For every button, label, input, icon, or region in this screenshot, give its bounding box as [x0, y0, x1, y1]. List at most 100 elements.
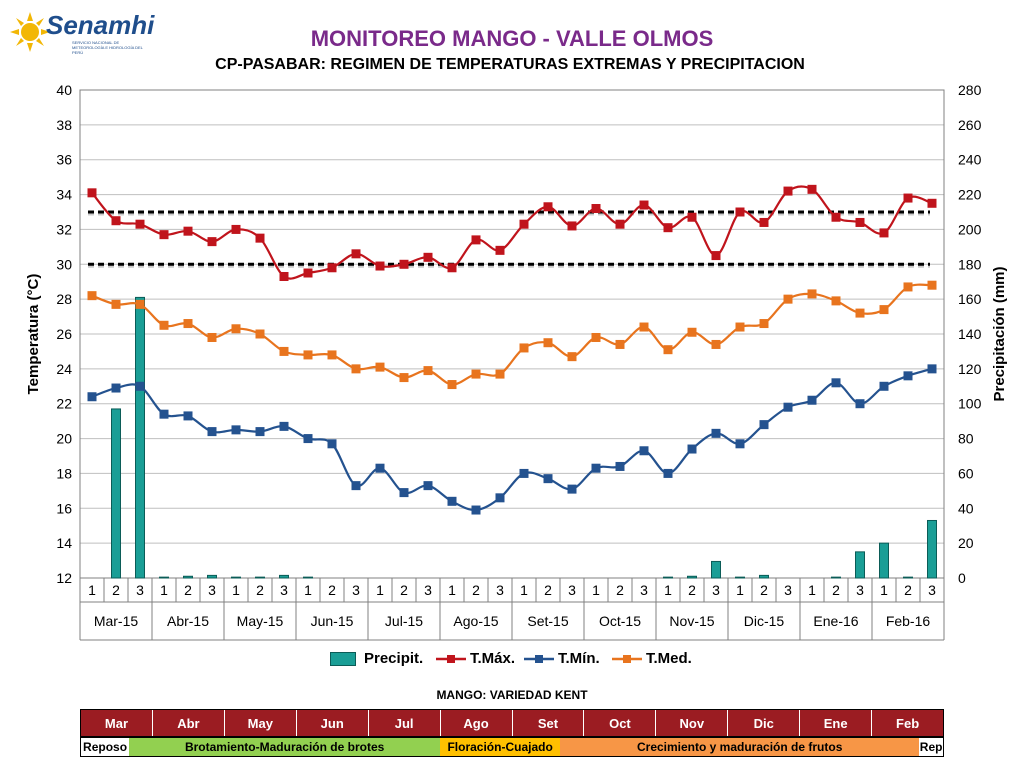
y-tick-label: 32 [56, 221, 72, 237]
data-point-marker [519, 343, 529, 353]
y-tick-label: 40 [56, 82, 72, 98]
data-point-marker [855, 399, 865, 409]
data-point-marker [855, 217, 865, 227]
x-tick-label: 3 [208, 582, 216, 598]
phenology-month-cell: Jun [296, 710, 369, 736]
y2-tick-label: 120 [958, 361, 982, 377]
data-point-marker [735, 207, 745, 217]
x-tick-label: 3 [784, 582, 792, 598]
data-point-marker [423, 366, 433, 376]
y2-tick-label: 280 [958, 82, 982, 98]
data-point-marker [447, 496, 457, 506]
x-month-label: Jul-15 [385, 613, 423, 629]
data-point-marker [135, 219, 145, 229]
y-tick-label: 18 [56, 465, 72, 481]
x-month-label: Nov-15 [669, 613, 714, 629]
data-point-marker [711, 428, 721, 438]
legend-item-tmin: T.Mín. [524, 650, 600, 667]
data-point-marker [87, 392, 97, 402]
x-tick-label: 2 [832, 582, 840, 598]
y2-tick-label: 60 [958, 465, 974, 481]
data-point-marker [855, 308, 865, 318]
data-point-marker [159, 409, 169, 419]
x-tick-label: 2 [256, 582, 264, 598]
precip-bar [135, 296, 145, 579]
phenology-month-cell: Dic [728, 710, 801, 736]
legend-item-precip: Precipit. [330, 650, 423, 667]
data-point-marker [231, 324, 241, 334]
legend-label-tmed: T.Med. [646, 650, 692, 667]
x-tick-label: 3 [424, 582, 432, 598]
data-point-marker [927, 198, 937, 208]
x-tick-label: 3 [568, 582, 576, 598]
x-tick-label: 1 [664, 582, 672, 598]
x-tick-label: 2 [760, 582, 768, 598]
x-tick-label: 3 [280, 582, 288, 598]
x-tick-label: 2 [472, 582, 480, 598]
y-tick-label: 24 [56, 361, 72, 377]
x-tick-label: 2 [904, 582, 912, 598]
data-point-marker [543, 474, 553, 484]
x-tick-label: 2 [688, 582, 696, 598]
precip-bar [831, 576, 841, 579]
precip-bar [927, 519, 937, 579]
y2-tick-label: 220 [958, 187, 982, 203]
data-point-marker [279, 421, 289, 431]
data-point-marker [639, 446, 649, 456]
data-point-marker [903, 371, 913, 381]
phenology-month-cell: Feb [872, 710, 944, 736]
data-point-marker [783, 186, 793, 196]
data-point-marker [759, 420, 769, 430]
y2-tick-label: 140 [958, 326, 982, 342]
y2-tick-label: 260 [958, 117, 982, 133]
data-point-marker [399, 373, 409, 383]
data-point-marker [567, 352, 577, 362]
phenology-month-cell: Nov [656, 710, 729, 736]
data-point-marker [327, 350, 337, 360]
precip-bar [159, 576, 169, 579]
page-title: MONITOREO MANGO - VALLE OLMOS [310, 26, 714, 51]
x-tick-label: 1 [520, 582, 528, 598]
phenology-title: MANGO: VARIEDAD KENT [436, 688, 588, 702]
y-axis-title: Temperatura (°C) [25, 274, 42, 395]
y2-tick-label: 240 [958, 152, 982, 168]
data-point-marker [879, 381, 889, 391]
chart-subtitle: CP-PASABAR: REGIMEN DE TEMPERATURAS EXTR… [215, 56, 805, 73]
data-point-marker [831, 296, 841, 306]
phenology-phase-cell: Crecimiento y maduración de frutos [560, 738, 920, 756]
logo-subtitle: SERVICIO NACIONAL DE METEOROLOGÍA E HIDR… [72, 40, 143, 55]
x-month-label: Oct-15 [599, 613, 641, 629]
data-point-marker [735, 322, 745, 332]
x-month-label: Mar-15 [94, 613, 139, 629]
data-point-marker [183, 226, 193, 236]
precip-bar [279, 574, 289, 579]
data-point-marker [807, 184, 817, 194]
data-point-marker [543, 202, 553, 212]
data-point-marker [159, 230, 169, 240]
data-point-marker [111, 216, 121, 226]
phenology-month-cell: Set [512, 710, 585, 736]
data-point-marker [711, 339, 721, 349]
x-month-label: Feb-16 [886, 613, 931, 629]
x-tick-label: 3 [928, 582, 936, 598]
data-point-marker [567, 484, 577, 494]
x-tick-label: 2 [112, 582, 120, 598]
y2-tick-label: 20 [958, 535, 974, 551]
data-point-marker [207, 427, 217, 437]
data-point-marker [447, 380, 457, 390]
x-tick-label: 3 [352, 582, 360, 598]
precip-bar [735, 576, 745, 579]
x-tick-label: 1 [808, 582, 816, 598]
x-tick-label: 1 [232, 582, 240, 598]
chart-legend: Precipit. T.Máx. T.Mín. T.Med. [0, 650, 1024, 672]
x-tick-label: 1 [880, 582, 888, 598]
data-point-marker [303, 350, 313, 360]
senamhi-logo: Senamhi SERVICIO NACIONAL DE METEOROLOGÍ… [10, 8, 154, 58]
x-month-label: May-15 [237, 613, 284, 629]
data-point-marker [687, 212, 697, 222]
legend-swatch-tmed [612, 654, 642, 663]
data-point-marker [87, 291, 97, 301]
phenology-month-cell: May [224, 710, 297, 736]
data-point-marker [471, 235, 481, 245]
y-tick-label: 12 [56, 570, 72, 586]
